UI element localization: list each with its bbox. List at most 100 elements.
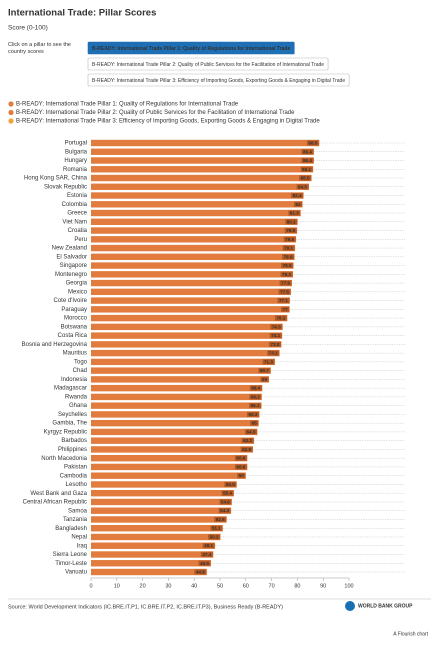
bar (91, 174, 312, 182)
value-label-bg (214, 516, 227, 523)
bar (91, 306, 290, 313)
value-label: 60 (239, 473, 245, 478)
x-tick-label: 0 (89, 583, 92, 589)
value-label: 77.1 (279, 298, 288, 303)
bar (91, 411, 260, 418)
bar (91, 454, 248, 462)
legend-label: B-READY: International Trade Pillar 1: Q… (16, 102, 239, 108)
bar (91, 560, 211, 567)
y-tick-label: El Salvador (56, 254, 87, 260)
bar (91, 446, 254, 453)
chart-title: International Trade: Pillar Scores (8, 8, 156, 19)
bar (91, 525, 223, 532)
bar (91, 183, 310, 190)
legend-label: B-READY: International Trade Pillar 2: Q… (16, 110, 295, 116)
value-label-bg (269, 333, 282, 339)
y-tick-label: Bangladesh (55, 526, 87, 532)
bar (91, 358, 275, 366)
x-tick-label: 90 (320, 583, 326, 589)
bar (91, 297, 290, 304)
value-label-bg (234, 455, 247, 461)
value-label-bg (279, 280, 292, 286)
value-label: 78.9 (284, 254, 293, 259)
value-label: 76.1 (276, 316, 285, 321)
y-tick-label: Ghana (69, 403, 88, 409)
value-label: 79.1 (284, 246, 293, 251)
value-label-bg (202, 543, 215, 549)
value-label: 84.5 (298, 184, 307, 189)
y-tick-label: Singapore (60, 263, 88, 269)
value-label-bg (274, 315, 287, 321)
y-tick-label: Sierra Leone (53, 552, 88, 558)
value-label: 86.1 (302, 167, 311, 172)
value-label-bg (301, 149, 314, 155)
bar (91, 218, 298, 225)
bar (91, 166, 314, 173)
bar (91, 209, 301, 217)
bar (91, 472, 246, 479)
value-label: 82.4 (293, 193, 302, 198)
value-label-bg (219, 499, 232, 505)
bar (91, 384, 263, 392)
value-label-bg (282, 245, 295, 251)
value-label-bg (221, 490, 234, 496)
y-tick-label: Portugal (65, 141, 87, 147)
value-label: 46.5 (200, 561, 209, 566)
pillar-button[interactable] (87, 73, 350, 87)
y-tick-label: Lesotho (66, 482, 88, 488)
pillar-button-label[interactable]: B-READY: International Trade Pillar 3: E… (92, 78, 345, 84)
value-label-bg (300, 166, 313, 172)
bar (91, 314, 288, 322)
value-label: 69 (262, 377, 268, 382)
value-label: 85.5 (301, 176, 310, 181)
value-label: 73.1 (269, 351, 278, 356)
y-tick-label: Tanzania (63, 517, 88, 523)
value-label: 81.3 (290, 211, 299, 216)
value-label-bg (237, 473, 246, 479)
x-tick-label: 30 (165, 583, 171, 589)
bar (91, 551, 214, 558)
value-label-bg (306, 140, 319, 146)
value-label-bg (218, 508, 231, 514)
value-label-bg (200, 551, 213, 558)
y-tick-label: Hungary (64, 158, 87, 164)
value-label: 78.5 (283, 263, 292, 268)
bar (91, 192, 304, 199)
value-label: 74.3 (272, 324, 281, 329)
bar (91, 279, 292, 287)
value-label-bg (262, 359, 275, 365)
pillar-button[interactable] (87, 57, 329, 71)
value-label-bg (224, 481, 237, 488)
value-label: 65 (252, 421, 258, 426)
pillar-button-label[interactable]: B-READY: International Trade Pillar 1: Q… (92, 46, 290, 52)
bar (91, 157, 314, 164)
y-tick-label: New Zealand (52, 246, 87, 252)
bar (91, 481, 237, 488)
y-tick-label: Philippines (58, 447, 87, 453)
value-label-bg (299, 175, 312, 181)
bar (91, 542, 216, 549)
bar (91, 349, 280, 357)
value-label: 47.4 (202, 552, 211, 557)
legend-swatch (8, 101, 14, 107)
value-label: 60.6 (236, 456, 245, 461)
y-tick-label: Montenegro (55, 272, 88, 278)
value-label: 55.4 (223, 491, 232, 496)
pillar-button[interactable] (87, 41, 295, 55)
value-label: 50.2 (210, 534, 219, 539)
bar (91, 253, 295, 261)
y-tick-label: Timor-Leste (55, 561, 87, 567)
bar (91, 463, 248, 471)
value-label-bg (280, 271, 293, 277)
value-label-bg (234, 464, 247, 470)
y-tick-label: Iraq (77, 543, 87, 549)
value-label-bg (270, 324, 283, 330)
value-label: 44.9 (196, 570, 205, 575)
value-label: 62.8 (242, 447, 251, 452)
bar (91, 271, 294, 278)
y-tick-label: Hong Kong SAR, China (24, 176, 88, 182)
value-label-bg (277, 297, 290, 304)
bar (91, 201, 303, 208)
pillar-button-label[interactable]: B-READY: International Trade Pillar 2: Q… (92, 62, 324, 68)
bar (91, 323, 283, 331)
